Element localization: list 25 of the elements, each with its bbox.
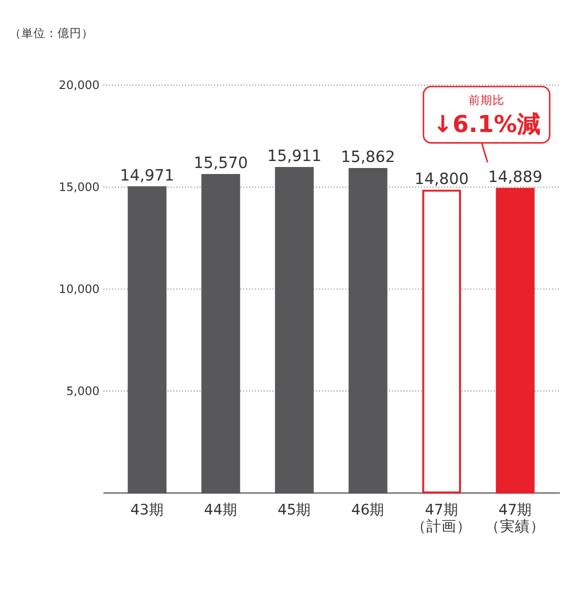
y-tick-label: 20,000 <box>58 78 100 92</box>
bar <box>348 168 388 494</box>
x-tick-label: 46期 <box>351 501 385 518</box>
y-axis-title: （単位：億円） <box>10 26 94 40</box>
data-label: 15,570 <box>194 154 248 172</box>
bar <box>274 167 314 494</box>
x-tick-label: 47期（計画） <box>412 501 472 535</box>
data-label: 14,800 <box>414 170 469 188</box>
bar <box>201 174 240 494</box>
annotation: 前期比 <box>468 93 505 108</box>
y-tick-label: 15,000 <box>58 180 100 194</box>
x-tick-label: 47期（実績） <box>485 501 546 535</box>
data-label: 14,971 <box>120 166 174 184</box>
bar <box>128 186 166 494</box>
data-label: 15,862 <box>340 148 396 166</box>
data-label: 15,911 <box>267 147 322 166</box>
y-tick-label: 5,000 <box>66 384 100 398</box>
data-label: 14,889 <box>488 168 542 186</box>
y-tick-label: 10,000 <box>58 282 100 296</box>
bar <box>496 188 535 494</box>
bar <box>422 190 461 494</box>
annotation: ↓6.1%減 <box>432 111 540 138</box>
x-tick-label: 45期 <box>278 501 312 518</box>
x-tick-label: 43期 <box>130 501 164 518</box>
x-tick-label: 44期 <box>204 501 238 518</box>
